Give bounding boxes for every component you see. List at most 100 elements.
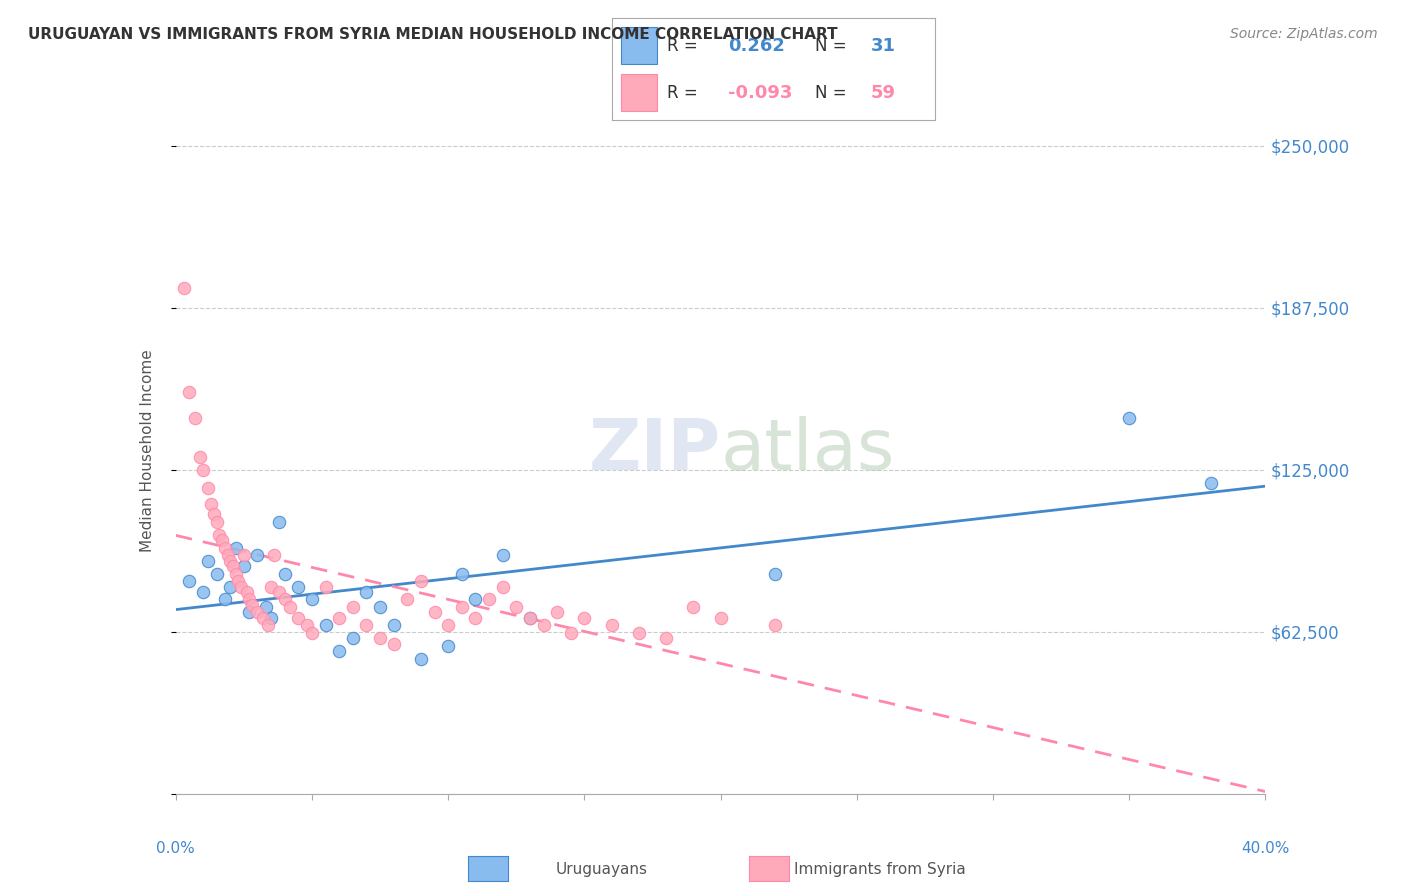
Point [219, 553, 242, 567]
Point [257, 618, 280, 632]
Point [315, 580, 337, 594]
Point [254, 600, 277, 615]
Point [278, 600, 301, 615]
Point [217, 549, 239, 563]
Point [269, 515, 291, 529]
Point [208, 527, 231, 541]
Point [600, 618, 623, 632]
Point [763, 618, 786, 632]
Point [368, 600, 391, 615]
Text: N =: N = [815, 84, 846, 102]
Point [409, 574, 432, 589]
Point [287, 580, 309, 594]
Point [315, 618, 337, 632]
Point [356, 618, 378, 632]
Point [219, 580, 242, 594]
Point [519, 610, 541, 624]
Text: R =: R = [666, 84, 697, 102]
Point [1199, 475, 1222, 490]
Point [274, 566, 297, 581]
Point [505, 600, 527, 615]
Point [179, 385, 201, 400]
Point [274, 592, 297, 607]
Point [211, 533, 233, 547]
Point [301, 626, 323, 640]
Point [328, 610, 350, 624]
Point [238, 592, 260, 607]
Point [225, 541, 247, 555]
Text: Source: ZipAtlas.com: Source: ZipAtlas.com [1230, 27, 1378, 41]
Text: Uruguayans: Uruguayans [555, 863, 647, 877]
Point [437, 639, 460, 653]
Text: 31: 31 [870, 37, 896, 54]
Text: 59: 59 [870, 84, 896, 102]
Point [246, 606, 269, 620]
Point [191, 463, 214, 477]
Point [437, 618, 460, 632]
Point [356, 584, 378, 599]
Point [184, 411, 207, 425]
Point [260, 580, 283, 594]
Point [423, 606, 446, 620]
Point [263, 549, 285, 563]
Point [710, 610, 733, 624]
Point [252, 610, 274, 624]
Text: Immigrants from Syria: Immigrants from Syria [794, 863, 966, 877]
Point [197, 481, 219, 495]
Point [228, 574, 250, 589]
Point [533, 618, 555, 632]
Point [232, 558, 254, 573]
Point [246, 549, 269, 563]
Point [231, 580, 253, 594]
Point [191, 584, 214, 599]
Point [627, 626, 650, 640]
Text: URUGUAYAN VS IMMIGRANTS FROM SYRIA MEDIAN HOUSEHOLD INCOME CORRELATION CHART: URUGUAYAN VS IMMIGRANTS FROM SYRIA MEDIA… [28, 27, 838, 42]
Point [205, 566, 228, 581]
Point [179, 574, 201, 589]
Point [301, 592, 323, 607]
Point [464, 592, 486, 607]
Point [409, 652, 432, 666]
Point [464, 610, 486, 624]
Point [368, 632, 391, 646]
Point [295, 618, 318, 632]
Point [546, 606, 568, 620]
Point [232, 549, 254, 563]
Point [450, 600, 472, 615]
Text: 0.0%: 0.0% [156, 840, 195, 855]
Point [492, 580, 515, 594]
Point [260, 610, 283, 624]
Point [519, 610, 541, 624]
Point [269, 584, 291, 599]
Point [235, 584, 257, 599]
Text: 0.262: 0.262 [728, 37, 785, 54]
Point [214, 541, 236, 555]
Point [287, 610, 309, 624]
Point [240, 598, 263, 612]
Point [450, 566, 472, 581]
Point [328, 644, 350, 658]
Point [763, 566, 786, 581]
Point [205, 515, 228, 529]
Point [202, 507, 225, 521]
Point [492, 549, 515, 563]
Point [396, 592, 419, 607]
Text: -0.093: -0.093 [728, 84, 793, 102]
Point [214, 592, 236, 607]
Point [478, 592, 501, 607]
Point [574, 610, 596, 624]
Text: N =: N = [815, 37, 846, 54]
Point [682, 600, 704, 615]
Point [188, 450, 211, 464]
Point [197, 553, 219, 567]
Point [173, 281, 195, 295]
Point [1118, 411, 1140, 425]
Point [560, 626, 582, 640]
Point [222, 558, 245, 573]
Point [342, 600, 364, 615]
Point [200, 497, 222, 511]
Point [225, 566, 247, 581]
Text: ZIP: ZIP [588, 416, 721, 485]
Y-axis label: Median Household Income: Median Household Income [141, 349, 155, 552]
Text: atlas: atlas [721, 416, 896, 485]
